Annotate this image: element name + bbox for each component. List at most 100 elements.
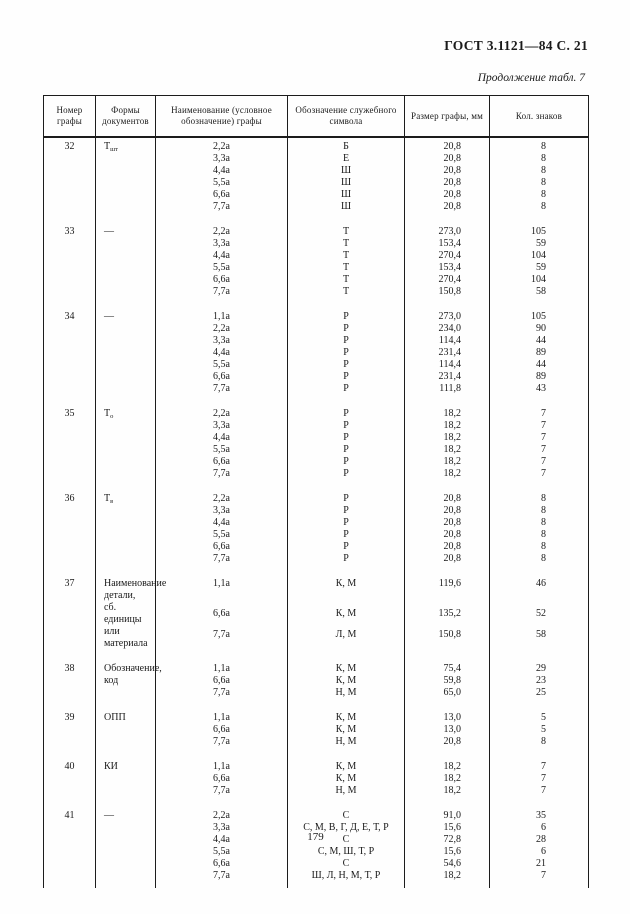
column-name-cell: Тв bbox=[95, 480, 156, 565]
size-cell: 18,2 bbox=[404, 395, 490, 420]
size-cell: 114,4 bbox=[404, 335, 490, 347]
form-cell: 5,5а bbox=[155, 846, 288, 858]
table-body: 32 Тшт 2,2а Б 20,8 8 3,3а Е 20,8 8 4,4а Ш 20,8 8 5,5а Ш… bbox=[43, 137, 589, 888]
form-cell: 3,3а bbox=[155, 420, 288, 432]
form-cell: 7,7а bbox=[155, 383, 288, 395]
count-cell: 7 bbox=[489, 785, 589, 797]
form-cell: 4,4а bbox=[155, 432, 288, 444]
table-row: 3,3а Е 20,8 8 bbox=[44, 153, 589, 165]
column-name-text: — bbox=[104, 810, 114, 821]
table-row: 7,7а Т 150,8 58 bbox=[44, 286, 589, 298]
symbol-cell: К, М bbox=[287, 650, 405, 675]
form-cell: 7,7а bbox=[155, 286, 288, 298]
column-name-cell: ОПП bbox=[95, 699, 156, 748]
column-number-cell: 32 bbox=[43, 137, 96, 213]
count-cell: 58 bbox=[489, 629, 589, 650]
symbol-cell: Н, М bbox=[287, 785, 405, 797]
size-cell: 18,2 bbox=[404, 420, 490, 432]
form-cell: 5,5а bbox=[155, 359, 288, 371]
size-cell: 20,8 bbox=[404, 137, 490, 153]
size-cell: 153,4 bbox=[404, 238, 490, 250]
table-header: Номер графы Формы документов Наименовани… bbox=[43, 95, 589, 138]
symbol-cell: К, М bbox=[287, 565, 405, 609]
size-cell: 18,2 bbox=[404, 773, 490, 785]
symbol-cell: Р bbox=[287, 553, 405, 565]
size-cell: 20,8 bbox=[404, 189, 490, 201]
symbol-cell: Т bbox=[287, 262, 405, 274]
form-cell: 4,4а bbox=[155, 250, 288, 262]
form-cell: 2,2а bbox=[155, 395, 288, 420]
symbol-cell: Р bbox=[287, 371, 405, 383]
symbol-cell: Н, М bbox=[287, 687, 405, 699]
count-cell: 8 bbox=[489, 517, 589, 529]
symbol-cell: Т bbox=[287, 250, 405, 262]
symbol-cell: Ш bbox=[287, 189, 405, 201]
count-cell: 8 bbox=[489, 505, 589, 517]
column-name-text: КИ bbox=[104, 761, 118, 772]
form-cell: 7,7а bbox=[155, 687, 288, 699]
table-row: 36 Тв 2,2а Р 20,8 8 bbox=[43, 480, 589, 565]
size-cell: 18,2 bbox=[404, 432, 490, 444]
symbol-cell: К, М bbox=[287, 608, 405, 630]
table-row: 5,5а Р 18,2 7 bbox=[44, 444, 589, 456]
symbol-cell: Т bbox=[287, 274, 405, 286]
count-cell: 105 bbox=[489, 298, 589, 323]
symbol-cell: Р bbox=[287, 298, 405, 323]
table-row: 3,3а Р 20,8 8 bbox=[44, 505, 589, 517]
form-cell: 4,4а bbox=[155, 347, 288, 359]
column-number-cell: 38 bbox=[43, 650, 96, 699]
table-row: 6,6а К, М 59,8 23 bbox=[44, 675, 589, 687]
table-row: 6,6а Т 270,4 104 bbox=[44, 274, 589, 286]
table-row: 7,7а Н, М 18,2 7 bbox=[44, 785, 589, 797]
column-name-text: — bbox=[104, 226, 114, 237]
column-name-cell: Тшт bbox=[95, 137, 156, 213]
count-cell: 29 bbox=[489, 650, 589, 675]
size-cell: 20,8 bbox=[404, 505, 490, 517]
count-cell: 8 bbox=[489, 189, 589, 201]
form-cell: 1,1а bbox=[155, 565, 288, 609]
size-cell: 153,4 bbox=[404, 262, 490, 274]
count-cell: 46 bbox=[489, 565, 589, 609]
size-cell: 18,2 bbox=[404, 468, 490, 480]
column-number-cell: 40 bbox=[43, 748, 96, 797]
size-cell: 18,2 bbox=[404, 444, 490, 456]
form-cell: 6,6а bbox=[155, 675, 288, 687]
column-number-cell: 33 bbox=[43, 213, 96, 298]
table-row: 33—2,2а Т 273,0 105 bbox=[43, 213, 589, 298]
size-cell: 111,8 bbox=[404, 383, 490, 395]
table-row: 6,6а К, М 13,0 5 bbox=[44, 724, 589, 736]
symbol-cell: К, М bbox=[287, 675, 405, 687]
table-row: 7,7а Ш, Л, Н, М, Т, Р 18,2 7 bbox=[44, 870, 589, 888]
table-row: 39 ОПП 1,1а К, М 13,0 5 bbox=[43, 699, 589, 748]
size-cell: 75,4 bbox=[404, 650, 490, 675]
form-cell: 5,5а bbox=[155, 177, 288, 189]
table-row: 7,7а Р 111,8 43 bbox=[44, 383, 589, 395]
size-cell: 20,8 bbox=[404, 529, 490, 541]
symbol-cell: Ш bbox=[287, 201, 405, 213]
form-cell: 2,2а bbox=[155, 797, 288, 822]
table-row: 3,3а Р 114,4 44 bbox=[44, 335, 589, 347]
count-cell: 8 bbox=[489, 137, 589, 153]
count-cell: 8 bbox=[489, 165, 589, 177]
count-cell: 8 bbox=[489, 736, 589, 748]
count-cell: 8 bbox=[489, 480, 589, 505]
size-cell: 20,8 bbox=[404, 736, 490, 748]
symbol-cell: Р bbox=[287, 432, 405, 444]
count-cell: 23 bbox=[489, 675, 589, 687]
form-cell: 6,6а bbox=[155, 773, 288, 785]
size-cell: 150,8 bbox=[404, 629, 490, 650]
form-cell: 5,5а bbox=[155, 529, 288, 541]
table-row: 5,5а Ш 20,8 8 bbox=[44, 177, 589, 189]
table-row: 34—1,1а Р 273,0 105 bbox=[43, 298, 589, 395]
symbol-cell: Р bbox=[287, 323, 405, 335]
form-cell: 6,6а bbox=[155, 858, 288, 870]
count-cell: 7 bbox=[489, 468, 589, 480]
form-cell: 3,3а bbox=[155, 238, 288, 250]
symbol-cell: Р bbox=[287, 420, 405, 432]
table-row: 35 То 2,2а Р 18,2 7 bbox=[43, 395, 589, 480]
size-cell: 18,2 bbox=[404, 748, 490, 773]
column-name-text: Обозначение, код bbox=[104, 663, 162, 686]
table-row: 5,5а Т 153,4 59 bbox=[44, 262, 589, 274]
size-cell: 18,2 bbox=[404, 785, 490, 797]
table-row: 6,6а К, М 135,2 52 bbox=[44, 608, 589, 630]
